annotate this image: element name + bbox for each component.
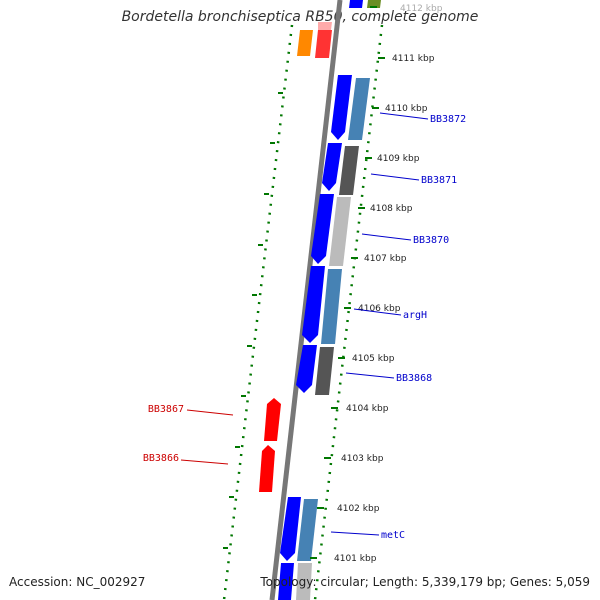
kbp-label-4107: 4107 kbp <box>364 254 407 264</box>
kbp-label-4103: 4103 kbp <box>341 454 384 464</box>
outer-dotted-ring-right <box>313 24 384 600</box>
kbp-label-4110: 4110 kbp <box>385 104 428 114</box>
gene-bottom-forward <box>278 563 294 600</box>
gene-orange-top <box>297 30 313 56</box>
kbp-label-4106: 4106 kbp <box>358 304 401 314</box>
gene-bb3866 <box>259 445 275 492</box>
outer-dotted-ring-left <box>222 24 294 600</box>
gene-bottom-reverse <box>296 563 312 600</box>
right-label-leaders <box>330 112 429 536</box>
kbp-label-4111: 4111 kbp <box>392 54 435 64</box>
kbp-label-4102: 4102 kbp <box>337 504 380 514</box>
gene-metc-reverse <box>297 499 318 561</box>
gene-bb3870-reverse <box>329 197 351 266</box>
kbp-label-4112: 4112 kbp <box>400 4 443 14</box>
gene-bb3872-reverse <box>348 78 370 140</box>
gene-bb3871-forward <box>322 143 342 191</box>
gene-label-bb3868[interactable]: BB3868 <box>396 373 432 384</box>
kbp-label-4109: 4109 kbp <box>377 154 420 164</box>
gene-argh-forward <box>302 266 325 343</box>
gene-label-bb3871[interactable]: BB3871 <box>421 175 457 186</box>
gene-label-bb3866[interactable]: BB3866 <box>143 453 179 464</box>
genome-backbone <box>269 0 343 600</box>
gene-argh-reverse <box>321 269 342 344</box>
gene-bb3867 <box>264 398 281 441</box>
gene-bb3872-forward <box>331 75 352 140</box>
gene-label-argh[interactable]: argH <box>403 310 427 321</box>
map-title: Bordetella bronchiseptica RB50, complete… <box>121 9 479 25</box>
kbp-label-4101: 4101 kbp <box>334 554 377 564</box>
gene-bb3871-reverse <box>339 146 359 195</box>
kbp-label-4108: 4108 kbp <box>370 204 413 214</box>
gene-bb3870-forward <box>311 194 334 264</box>
gene-bb3868-reverse <box>315 347 334 395</box>
left-label-leaders <box>180 409 234 465</box>
gene-red-top <box>315 30 332 58</box>
kbp-marker-ticks <box>310 6 385 559</box>
gene-label-bb3870[interactable]: BB3870 <box>413 235 449 246</box>
kbp-label-4104: 4104 kbp <box>346 404 389 414</box>
gene-bb3868-forward <box>296 345 317 393</box>
scale-ticks-left <box>223 92 283 549</box>
gene-metc-forward <box>280 497 301 561</box>
gene-label-bb3872[interactable]: BB3872 <box>430 114 466 125</box>
kbp-label-4105: 4105 kbp <box>352 354 395 364</box>
gene-label-metc[interactable]: metC <box>381 530 405 541</box>
gene-pink-top <box>318 22 332 30</box>
gene-blue-top <box>349 0 363 8</box>
genome-stats-text: Topology: circular; Length: 5,339,179 bp… <box>260 575 590 589</box>
gene-label-bb3867[interactable]: BB3867 <box>148 404 184 415</box>
accession-text: Accession: NC_002927 <box>9 575 146 589</box>
